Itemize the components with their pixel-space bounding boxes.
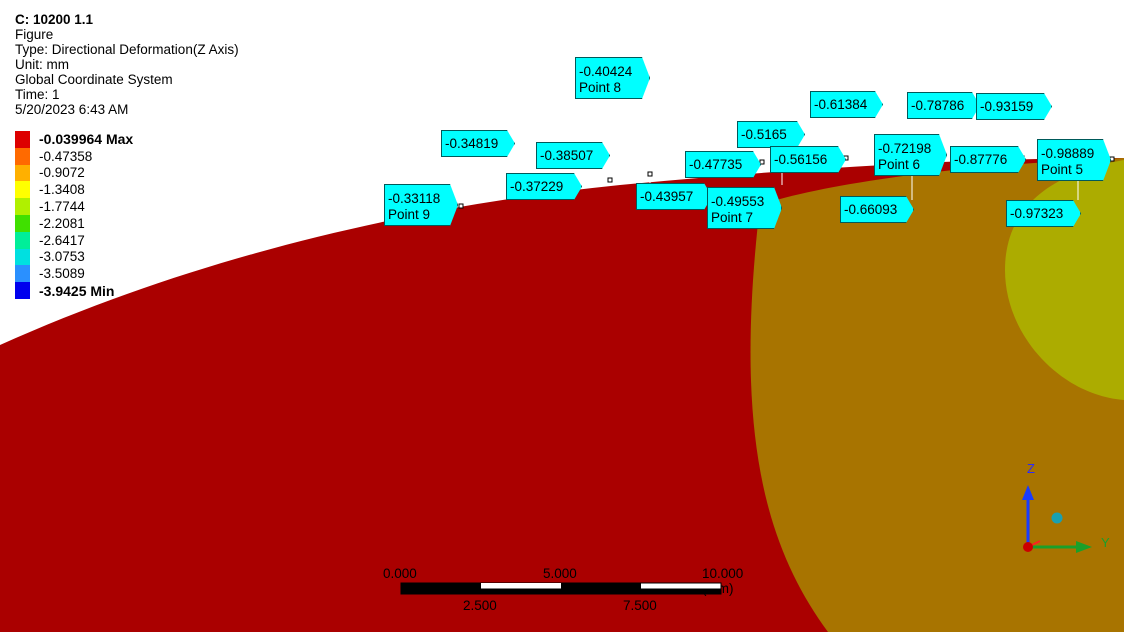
legend-entry: -1.7744 xyxy=(15,198,133,215)
info-line: Unit: mm xyxy=(15,57,69,72)
legend-entry: -3.5089 xyxy=(15,265,133,283)
info-line: Figure xyxy=(15,27,54,42)
legend-entry: -0.9072 xyxy=(15,164,133,182)
triad-graphic xyxy=(1022,485,1092,553)
probe-label-point-7[interactable]: -0.49553 Point 7 xyxy=(707,187,782,229)
info-line: Global Coordinate System xyxy=(15,72,173,87)
probe-point-name: Point 7 xyxy=(711,210,754,225)
scale-label: 5.000 xyxy=(543,566,577,581)
probe-value: -0.33118 xyxy=(388,191,441,206)
legend-entry: -1.3408 xyxy=(15,181,133,199)
probe-value: -0.61384 xyxy=(814,97,868,112)
probe-value: -0.93159 xyxy=(980,99,1034,114)
legend-label: -3.0753 xyxy=(39,249,85,265)
legend-label: -3.9425 Min xyxy=(39,282,115,299)
probe-label[interactable]: -0.34819 xyxy=(441,130,515,157)
probe-label-point-6[interactable]: -0.72198 Point 6 xyxy=(874,134,947,176)
probe-label-point-9[interactable]: -0.33118 Point 9 xyxy=(384,184,458,226)
probe-value: -0.38507 xyxy=(540,148,594,163)
probe-label[interactable]: -0.37229 xyxy=(506,173,582,200)
result-info: C: 10200 1.1 Figure Type: Directional De… xyxy=(15,12,239,117)
legend-label: -1.7744 xyxy=(39,199,85,215)
probe-label[interactable]: -0.87776 xyxy=(950,146,1026,173)
legend-entry: -0.039964 Max xyxy=(15,131,133,148)
probe-value: -0.66093 xyxy=(844,202,898,217)
scale-label: 0.000 xyxy=(383,566,417,581)
legend-entry: -2.6417 xyxy=(15,231,133,249)
probe-point-name: Point 6 xyxy=(878,157,921,172)
probe-label[interactable]: -0.66093 xyxy=(840,196,914,223)
legend-label: -2.6417 xyxy=(39,232,85,248)
probe-label[interactable]: -0.56156 xyxy=(770,146,846,173)
probe-label[interactable]: -0.47735 xyxy=(685,151,761,178)
probe-value: -0.98889 xyxy=(1041,146,1095,161)
legend-label: -2.2081 xyxy=(39,215,85,231)
color-legend[interactable]: -0.039964 Max -0.47358 -0.9072 -1.3408 -… xyxy=(15,131,133,299)
result-title: C: 10200 1.1 xyxy=(15,12,94,27)
probe-value: -0.5165 xyxy=(741,127,787,142)
probe-label[interactable]: -0.78786 xyxy=(907,92,980,119)
probe-value: -0.87776 xyxy=(954,152,1008,167)
scale-label: 7.500 xyxy=(623,598,657,613)
legend-label: -0.47358 xyxy=(39,148,93,164)
info-line: 5/20/2023 6:43 AM xyxy=(15,102,129,117)
info-line: Time: 1 xyxy=(15,87,60,102)
probe-value: -0.49553 xyxy=(711,194,765,209)
legend-label: -0.039964 Max xyxy=(39,131,134,148)
legend-entry: -3.9425 Min xyxy=(15,282,133,299)
probe-value: -0.56156 xyxy=(774,152,828,167)
probe-value: -0.34819 xyxy=(445,136,499,151)
probe-point-name: Point 5 xyxy=(1041,162,1084,177)
probe-label-point-5[interactable]: -0.98889 Point 5 xyxy=(1037,139,1111,181)
scale-bar-graphic xyxy=(400,582,722,595)
legend-entry: -0.47358 xyxy=(15,147,133,165)
legend-entry: -2.2081 xyxy=(15,214,133,232)
probe-label[interactable]: -0.43957 xyxy=(636,183,712,210)
scale-label: 2.500 xyxy=(463,598,497,613)
probe-label[interactable]: -0.38507 xyxy=(536,142,610,169)
legend-label: -1.3408 xyxy=(39,182,85,198)
probe-label[interactable]: -0.5165 xyxy=(737,121,805,148)
z-axis-label: Z xyxy=(1027,461,1035,476)
probe-point-name: Point 8 xyxy=(579,80,622,95)
probe-value: -0.97323 xyxy=(1010,206,1064,221)
probe-point-name: Point 9 xyxy=(388,207,431,222)
probe-value: -0.78786 xyxy=(911,98,965,113)
y-axis-label: Y xyxy=(1101,535,1110,550)
probe-value: -0.37229 xyxy=(510,179,564,194)
coordinate-triad[interactable]: Z Y xyxy=(1000,455,1124,575)
legend-label: -3.5089 xyxy=(39,266,85,282)
probe-label-point-8[interactable]: -0.40424 Point 8 xyxy=(575,57,650,99)
legend-entry: -3.0753 xyxy=(15,248,133,266)
legend-label: -0.9072 xyxy=(39,165,85,181)
probe-value: -0.72198 xyxy=(878,141,932,156)
probe-label[interactable]: -0.93159 xyxy=(976,93,1052,120)
probe-value: -0.47735 xyxy=(689,157,743,172)
probe-label[interactable]: -0.97323 xyxy=(1006,200,1081,227)
info-line: Type: Directional Deformation(Z Axis) xyxy=(15,42,239,57)
probe-value: -0.43957 xyxy=(640,189,694,204)
probe-label[interactable]: -0.61384 xyxy=(810,91,883,118)
probe-value: -0.40424 xyxy=(579,64,633,79)
